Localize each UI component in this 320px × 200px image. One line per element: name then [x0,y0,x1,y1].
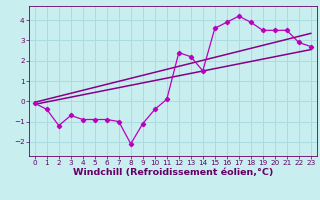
X-axis label: Windchill (Refroidissement éolien,°C): Windchill (Refroidissement éolien,°C) [73,168,273,177]
